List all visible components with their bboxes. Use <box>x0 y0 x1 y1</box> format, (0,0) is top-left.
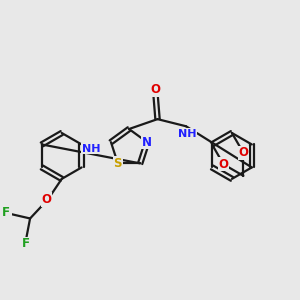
Text: N: N <box>142 136 152 149</box>
Text: F: F <box>22 237 30 250</box>
Text: NH: NH <box>82 144 100 154</box>
Text: O: O <box>151 83 160 96</box>
Text: O: O <box>41 193 51 206</box>
Text: O: O <box>238 146 248 159</box>
Text: NH: NH <box>178 129 197 139</box>
Text: O: O <box>218 158 229 171</box>
Text: S: S <box>114 157 122 170</box>
Text: F: F <box>2 206 10 219</box>
